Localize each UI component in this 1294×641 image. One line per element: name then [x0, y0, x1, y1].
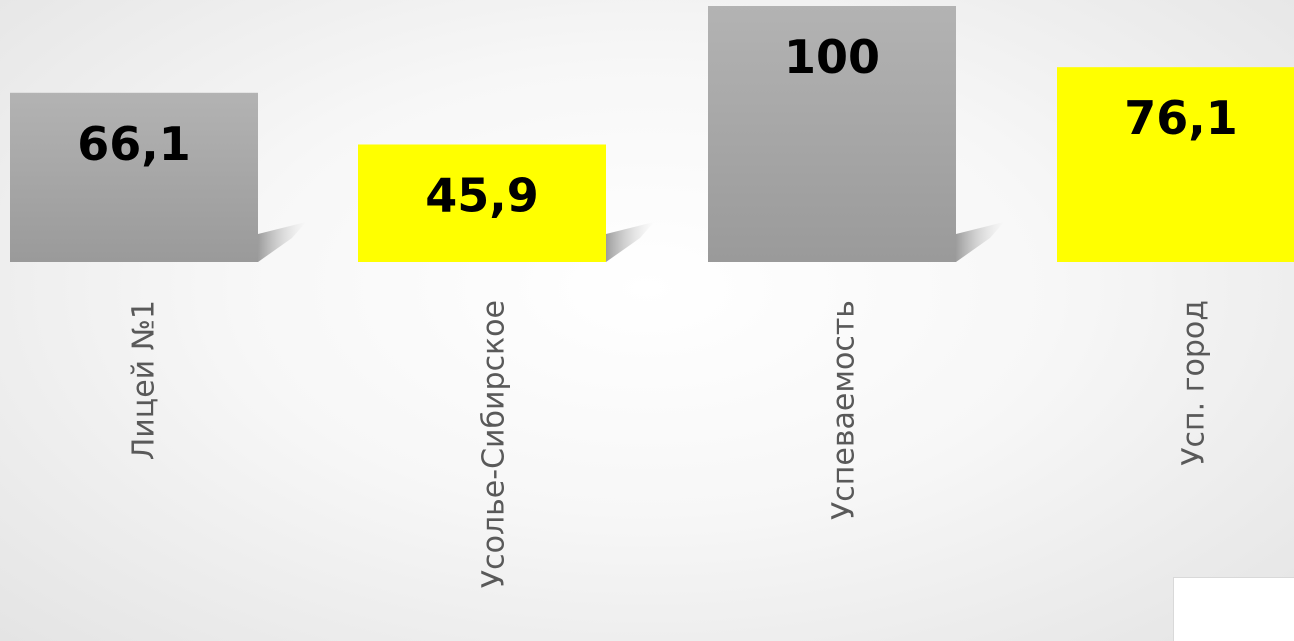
- data-label: 100: [784, 30, 880, 84]
- bar: [358, 144, 606, 262]
- corner-panel: [1173, 577, 1294, 641]
- data-label: 76,1: [1124, 91, 1238, 145]
- x-tick-label: Успеваемость: [827, 300, 862, 520]
- bar-shadow: [606, 222, 654, 262]
- x-tick-label: Усолье-Сибирское: [477, 300, 512, 588]
- bar-shadow: [956, 222, 1004, 262]
- data-label: 66,1: [77, 117, 191, 171]
- bar: [1057, 67, 1294, 263]
- x-tick-label: Усп. город: [1177, 300, 1212, 466]
- bar: [10, 92, 258, 262]
- data-label: 45,9: [425, 168, 539, 222]
- bar-shadow: [258, 222, 306, 262]
- x-tick-label: Лицей №1: [127, 300, 162, 460]
- bar: [708, 6, 956, 262]
